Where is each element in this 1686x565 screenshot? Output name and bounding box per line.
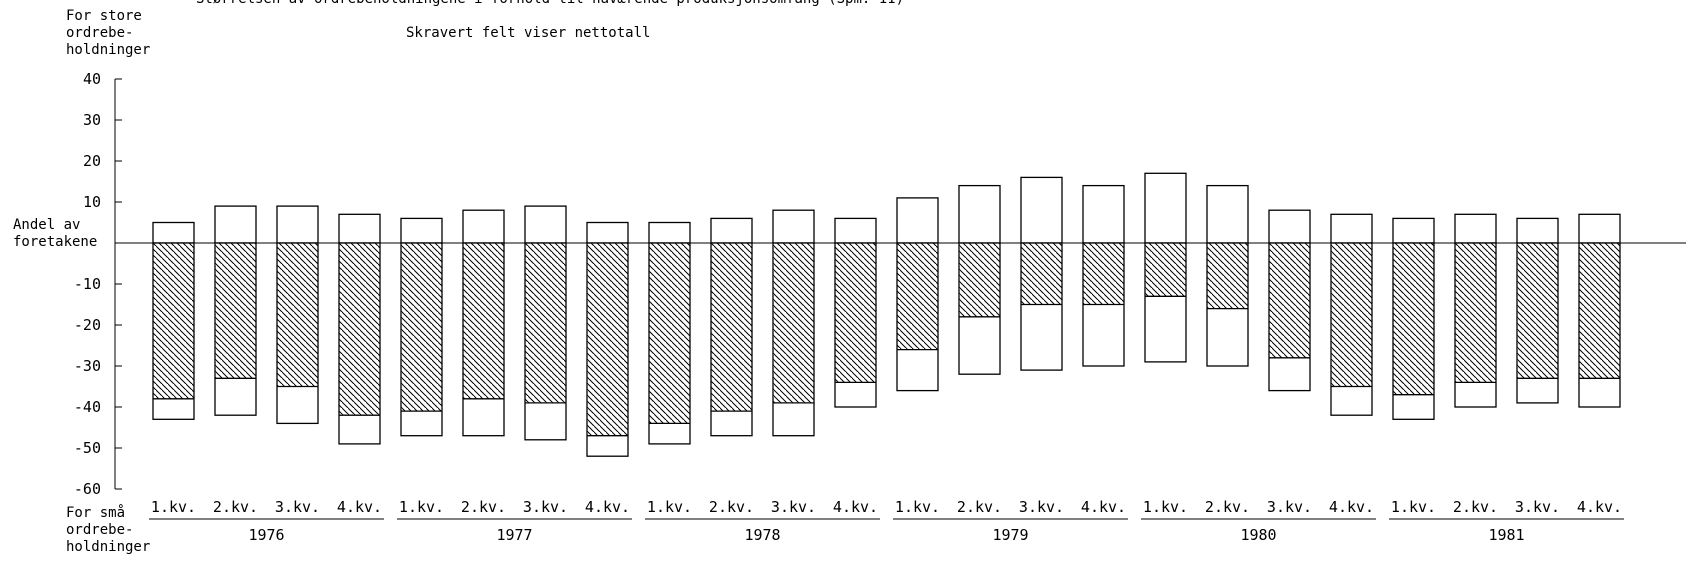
bar-netto [1455,243,1496,383]
bar-for-store [338,213,381,244]
quarter-label: 3.kv. [275,498,320,516]
year-label: 1978 [744,526,780,544]
quarter-label: 2.kv. [213,498,258,516]
quarter-label: 4.kv. [1577,498,1622,516]
year-label: 1976 [248,526,284,544]
bar-for-store [1578,213,1621,244]
quarter-label: 1.kv. [895,498,940,516]
bar-netto [525,243,566,403]
quarter-label: 3.kv. [523,498,568,516]
y-tick-label: 40 [83,70,101,88]
quarter-label: 4.kv. [1081,498,1126,516]
chart-subtitle: Skravert felt viser nettotall [406,25,651,41]
quarter-label: 2.kv. [957,498,1002,516]
quarter-label: 1.kv. [151,498,196,516]
bar-netto [959,243,1000,317]
bar-netto [1083,243,1124,305]
bar-netto [897,243,938,350]
y-tick-label: 20 [83,152,101,170]
y-tick-label: -10 [74,275,101,293]
chart-title: Størrelsen av ordrebeholdningene i forho… [196,0,904,8]
bar-for-store [152,221,195,244]
bar-netto [1331,243,1372,387]
bar-for-store [896,197,939,244]
quarter-label: 3.kv. [1515,498,1560,516]
year-label: 1977 [496,526,532,544]
quarter-label: 1.kv. [1143,498,1188,516]
bar-for-store [400,217,443,244]
bar-netto [773,243,814,403]
bar-for-store [1144,172,1187,244]
bar-netto [153,243,194,399]
year-label: 1980 [1240,526,1276,544]
bar-for-store [524,205,567,244]
bar-netto [1145,243,1186,297]
bar-netto [1579,243,1620,379]
y-tick-label: 10 [83,193,101,211]
lower-axis-label: For små ordrebe-holdninger [66,505,151,555]
bar-for-store [214,205,257,244]
quarter-label: 2.kv. [1205,498,1250,516]
bar-for-store [462,209,505,244]
quarter-label: 4.kv. [1329,498,1374,516]
y-axis-label: Andel av foretakene [13,217,98,250]
quarter-label: 2.kv. [461,498,506,516]
quarter-label: 2.kv. [709,498,754,516]
bar-netto [649,243,690,424]
y-tick-label: -40 [74,398,101,416]
bar-netto [1393,243,1434,395]
bar-netto [277,243,318,387]
bar-for-store [1516,217,1559,244]
bar-netto [1517,243,1558,379]
bar-netto [215,243,256,379]
bar-netto [463,243,504,399]
quarter-label: 1.kv. [399,498,444,516]
y-tick-label: -50 [74,439,101,457]
bar-for-store [1454,213,1497,244]
bar-for-store [1330,213,1373,244]
y-tick-label: -30 [74,357,101,375]
bar-for-store [958,184,1001,244]
bar-for-store [586,221,629,244]
bar-netto [401,243,442,412]
year-label: 1981 [1488,526,1524,544]
bar-for-store [1082,184,1125,244]
bar-for-store [710,217,753,244]
y-tick-label: -60 [74,480,101,498]
quarter-label: 4.kv. [337,498,382,516]
quarter-label: 4.kv. [833,498,878,516]
bar-netto [1207,243,1248,309]
bar-for-store [834,217,877,244]
upper-axis-label: For store ordrebe-holdninger [66,8,151,58]
bar-netto [1021,243,1062,305]
year-label: 1979 [992,526,1028,544]
bar-for-store [276,205,319,244]
bar-netto [1269,243,1310,358]
bar-for-store [648,221,691,244]
quarter-label: 3.kv. [1019,498,1064,516]
bar-for-store [772,209,815,244]
y-tick-label: 30 [83,111,101,129]
bar-for-store [1392,217,1435,244]
bar-netto [587,243,628,436]
bar-netto [339,243,380,416]
quarter-label: 2.kv. [1453,498,1498,516]
bar-for-store [1020,176,1063,244]
quarter-label: 4.kv. [585,498,630,516]
bar-for-store [1268,209,1311,244]
quarter-label: 1.kv. [647,498,692,516]
bar-netto [711,243,752,412]
bar-for-store [1206,184,1249,244]
bar-netto [835,243,876,383]
quarter-label: 3.kv. [1267,498,1312,516]
quarter-label: 3.kv. [771,498,816,516]
quarter-label: 1.kv. [1391,498,1436,516]
y-tick-label: -20 [74,316,101,334]
